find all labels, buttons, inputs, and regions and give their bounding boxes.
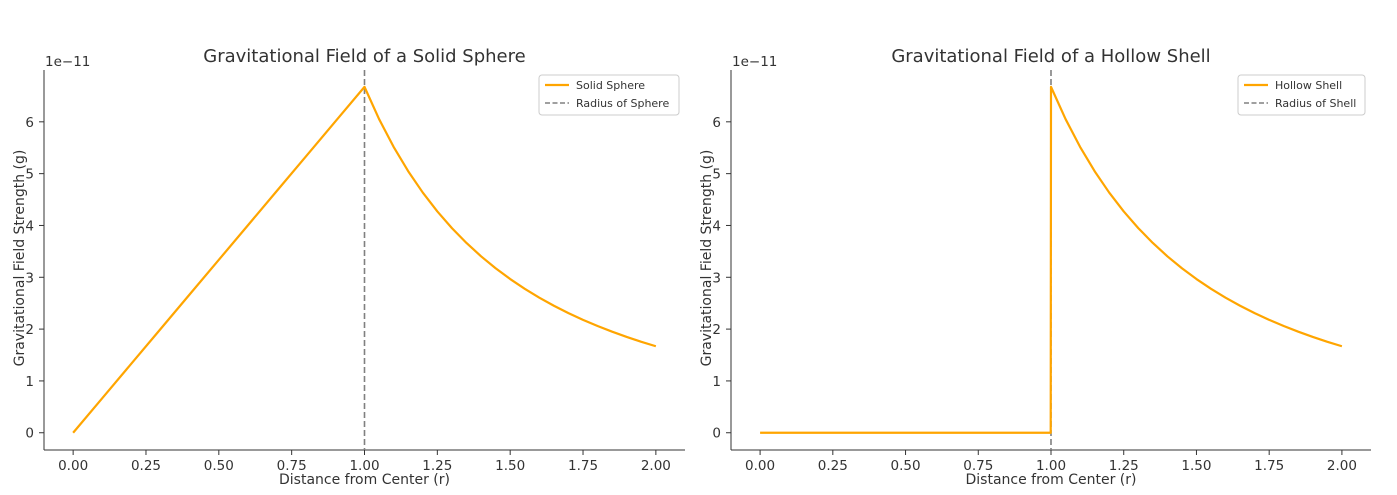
x-tick-label: 0.00 (745, 458, 775, 474)
x-tick-label: 1.25 (422, 458, 452, 474)
legend-label-reference: Radius of Shell (1275, 97, 1356, 110)
legend-label-series: Hollow Shell (1275, 79, 1342, 92)
y-tick-label: 3 (712, 270, 721, 286)
x-tick-label: 0.25 (131, 458, 161, 474)
y-axis-label: Gravitational Field Strength (g) (699, 150, 715, 367)
y-tick-label: 6 (25, 115, 34, 131)
x-tick-label: 1.00 (349, 458, 379, 474)
x-tick-label: 1.50 (1181, 458, 1211, 474)
x-axis-ticks: 0.00 0.25 0.50 0.75 1.00 1.25 1.50 1.75 2.00 (745, 450, 1357, 474)
hollow-shell-series-line (760, 85, 1343, 434)
x-tick-label: 1.25 (1109, 458, 1139, 474)
y-tick-label: 2 (25, 322, 34, 338)
x-tick-label: 0.50 (891, 458, 921, 474)
x-tick-label: 1.75 (1254, 458, 1284, 474)
x-tick-label: 0.75 (277, 458, 307, 474)
x-tick-label: 1.75 (568, 458, 598, 474)
y-tick-label: 1 (712, 374, 721, 390)
y-tick-label: 1 (25, 374, 34, 390)
x-tick-label: 2.00 (1327, 458, 1357, 474)
y-tick-label: 4 (712, 218, 721, 234)
y-tick-label: 6 (712, 115, 721, 131)
solid-sphere-chart: Gravitational Field of a Solid Sphere 1e… (12, 46, 685, 488)
legend: Solid Sphere Radius of Sphere (538, 74, 680, 116)
x-axis-label: Distance from Center (r) (279, 472, 450, 488)
y-axis-ticks: 0 1 2 3 4 5 6 (712, 115, 731, 442)
legend-label-series: Solid Sphere (576, 79, 645, 92)
legend: Hollow Shell Radius of Shell (1237, 74, 1366, 116)
x-tick-label: 1.50 (495, 458, 525, 474)
chart-title: Gravitational Field of a Hollow Shell (891, 46, 1210, 67)
y-tick-label: 0 (712, 426, 721, 442)
y-scale-label: 1e−11 (732, 54, 777, 70)
x-axis-label: Distance from Center (r) (966, 472, 1137, 488)
y-tick-label: 3 (25, 270, 34, 286)
legend-box (538, 74, 680, 116)
x-tick-label: 0.50 (204, 458, 234, 474)
x-axis-ticks: 0.00 0.25 0.50 0.75 1.00 1.25 1.50 1.75 2.00 (58, 450, 671, 474)
x-tick-label: 2.00 (641, 458, 671, 474)
y-axis-label: Gravitational Field Strength (g) (12, 150, 28, 367)
x-tick-label: 1.00 (1036, 458, 1066, 474)
x-tick-label: 0.75 (963, 458, 993, 474)
y-tick-label: 4 (25, 218, 34, 234)
solid-sphere-series-line (72, 85, 657, 434)
y-tick-label: 5 (712, 167, 721, 183)
y-scale-label: 1e−11 (45, 54, 90, 70)
y-axis-ticks: 0 1 2 3 4 5 6 (25, 115, 44, 442)
y-tick-label: 0 (25, 426, 34, 442)
legend-label-reference: Radius of Sphere (576, 97, 669, 110)
legend-box (1237, 74, 1366, 116)
x-tick-label: 0.00 (58, 458, 88, 474)
y-tick-label: 5 (25, 167, 34, 183)
hollow-shell-chart: Gravitational Field of a Hollow Shell 1e… (699, 46, 1371, 488)
y-tick-label: 2 (712, 322, 721, 338)
x-tick-label: 0.25 (818, 458, 848, 474)
chart-title: Gravitational Field of a Solid Sphere (203, 46, 525, 67)
